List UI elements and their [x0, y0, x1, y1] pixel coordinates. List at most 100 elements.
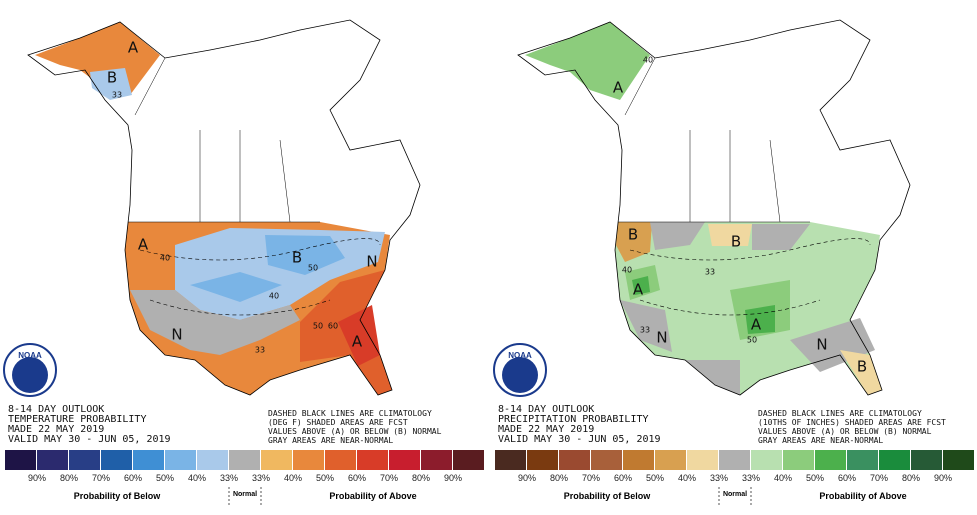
- forecast-region: [35, 22, 160, 95]
- legend-tick-label: 40%: [284, 473, 302, 483]
- noaa-logo: NOAA: [3, 343, 57, 397]
- legend-tick-label: 90%: [444, 473, 462, 483]
- legend-swatch: [815, 450, 846, 470]
- forecast-region: [338, 305, 380, 366]
- title-line: VALID MAY 30 - JUN 05, 2019: [8, 434, 171, 445]
- map-label: B: [628, 226, 638, 244]
- title-line: 8-14 DAY OUTLOOK: [498, 404, 594, 415]
- legend-swatch: [751, 450, 782, 470]
- legend-swatch: [197, 450, 228, 470]
- map-label: 50: [747, 336, 757, 345]
- title-line: VALID MAY 30 - JUN 05, 2019: [498, 434, 661, 445]
- title-line: MADE 22 MAY 2019: [498, 424, 594, 435]
- note-line: (DEG F) SHADED AREAS ARE FCST: [268, 418, 408, 427]
- noaa-logo: NOAA: [493, 343, 547, 397]
- title-line: 8-14 DAY OUTLOOK: [8, 404, 104, 415]
- title-line: TEMPERATURE PROBABILITY: [8, 414, 146, 425]
- legend-tick-label: 80%: [902, 473, 920, 483]
- logo-text: NOAA: [508, 351, 532, 360]
- forecast-region: [190, 272, 282, 302]
- map-label: B: [857, 358, 867, 376]
- legend-swatch: [719, 450, 750, 470]
- note-line: GRAY AREAS ARE NEAR-NORMAL: [758, 436, 883, 445]
- legend-tick-label: 90%: [28, 473, 46, 483]
- map-label: 33: [255, 346, 265, 355]
- legend-tick-label: 33%: [742, 473, 760, 483]
- map-label: 33: [112, 91, 122, 100]
- legend-swatch: [261, 450, 292, 470]
- legend-tick-label: 33%: [252, 473, 270, 483]
- legend-tick-label: 70%: [870, 473, 888, 483]
- map-label: 33: [640, 326, 650, 335]
- forecast-region: [130, 290, 300, 355]
- map-label: 33: [705, 268, 715, 277]
- legend-below-label: Probability of Below: [564, 491, 652, 501]
- map-label: A: [633, 281, 644, 299]
- legend-tick-label: 40%: [774, 473, 792, 483]
- legend-swatch: [101, 450, 132, 470]
- legend-swatch: [69, 450, 100, 470]
- legend-swatch: [453, 450, 484, 470]
- legend-tick-label: 80%: [412, 473, 430, 483]
- legend-swatch: [229, 450, 260, 470]
- legend-tick-label: 50%: [646, 473, 664, 483]
- legend-swatch: [527, 450, 558, 470]
- land-outline: [517, 19, 911, 396]
- map-label: B: [107, 69, 117, 87]
- legend-normal-label: Normal: [723, 491, 747, 498]
- forecast-region: [650, 222, 705, 250]
- legend-tick-label: 50%: [316, 473, 334, 483]
- forecast-region: [90, 68, 132, 100]
- legend-swatch: [37, 450, 68, 470]
- legend-swatch: [325, 450, 356, 470]
- legend-tick-label: 70%: [92, 473, 110, 483]
- legend-swatch: [943, 450, 974, 470]
- note-line: DASHED BLACK LINES ARE CLIMATOLOGY: [758, 409, 922, 418]
- legend-swatch: [591, 450, 622, 470]
- legend-above-label: Probability of Above: [329, 491, 416, 501]
- forecast-region: [632, 276, 650, 295]
- legend-tick-label: 50%: [156, 473, 174, 483]
- map-label: B: [292, 249, 302, 267]
- legend-swatch: [783, 450, 814, 470]
- map-label: N: [366, 253, 377, 271]
- note-line: (10THS OF INCHES) SHADED AREAS ARE FCST: [758, 418, 946, 427]
- legend-tick-label: 90%: [934, 473, 952, 483]
- legend-swatch: [623, 450, 654, 470]
- legend-below-label: Probability of Below: [74, 491, 162, 501]
- map-label: 50: [308, 264, 318, 273]
- legend-tick-label: 80%: [550, 473, 568, 483]
- logo-disc: [12, 357, 48, 393]
- forecast-region: [620, 300, 672, 352]
- legend-swatch: [5, 450, 36, 470]
- legend-tick-label: 60%: [348, 473, 366, 483]
- legend-above-label: Probability of Above: [819, 491, 906, 501]
- note-line: GRAY AREAS ARE NEAR-NORMAL: [268, 436, 393, 445]
- map-label: A: [613, 79, 624, 97]
- legend-tick-label: 60%: [614, 473, 632, 483]
- legend-tick-label: 40%: [678, 473, 696, 483]
- legend-tick-label: 40%: [188, 473, 206, 483]
- legend-swatch: [495, 450, 526, 470]
- note-line: VALUES ABOVE (A) OR BELOW (B) NORMAL: [758, 427, 932, 436]
- border-line: [128, 57, 320, 223]
- map-label: B: [731, 233, 741, 251]
- legend-swatch: [655, 450, 686, 470]
- forecast-region: [685, 360, 740, 395]
- legend-swatch: [165, 450, 196, 470]
- border-line: [618, 57, 810, 223]
- legend-tick-label: 33%: [710, 473, 728, 483]
- note-line: VALUES ABOVE (A) OR BELOW (B) NORMAL: [268, 427, 442, 436]
- climatology-lines: [139, 238, 381, 316]
- legend-swatch: [687, 450, 718, 470]
- map-label: N: [816, 336, 827, 354]
- climatology-lines: [629, 238, 871, 316]
- forecast-region: [265, 235, 345, 275]
- forecast-region: [525, 22, 650, 100]
- map-label: 60: [328, 322, 338, 331]
- legend-swatch: [389, 450, 420, 470]
- forecast-region: [752, 224, 810, 250]
- legend-swatch: [421, 450, 452, 470]
